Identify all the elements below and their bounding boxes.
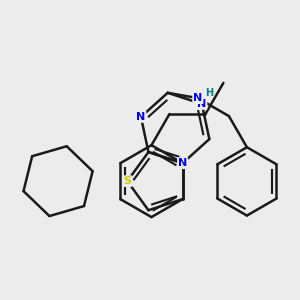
Text: N: N	[193, 93, 203, 103]
Text: H: H	[205, 88, 213, 98]
Text: N: N	[136, 112, 146, 122]
Text: N: N	[178, 158, 187, 168]
Text: N: N	[197, 99, 206, 109]
Text: S: S	[123, 176, 131, 186]
